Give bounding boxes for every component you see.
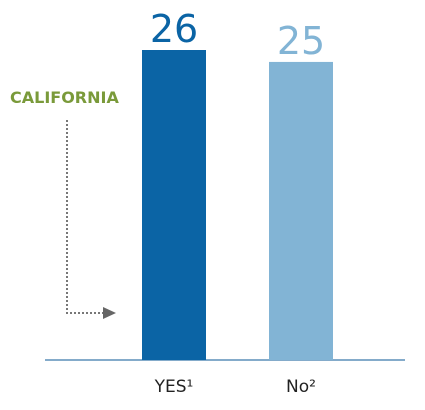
- annotation: CALIFORNIA: [10, 88, 119, 107]
- annotation-arrow: [66, 120, 104, 314]
- x-tick-label: No²: [286, 377, 316, 397]
- value-label: 26: [150, 7, 198, 51]
- arrow-head: [103, 307, 116, 319]
- x-tick-label: YES¹: [154, 377, 194, 397]
- bar: [269, 61, 333, 361]
- value-label: 25: [277, 19, 325, 63]
- bar: [142, 50, 206, 360]
